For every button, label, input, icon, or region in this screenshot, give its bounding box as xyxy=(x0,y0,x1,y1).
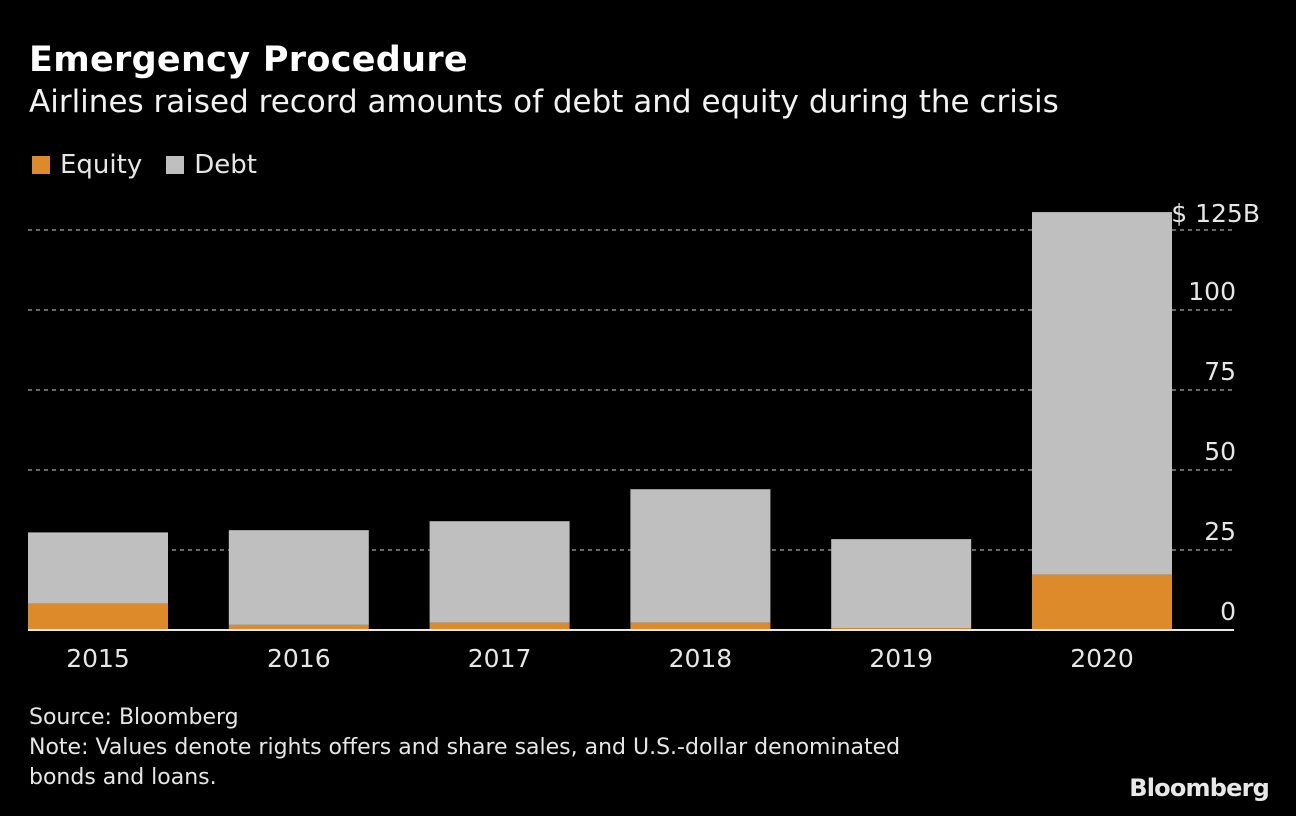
bar-debt-2017 xyxy=(429,521,570,623)
x-tick-label-2018: 2018 xyxy=(669,644,733,673)
legend-label-equity: Equity xyxy=(60,150,143,180)
bar-debt-2020 xyxy=(1032,212,1172,575)
chart-subtitle: Airlines raised record amounts of debt a… xyxy=(29,84,1059,120)
y-tick-label-25: 25 xyxy=(1204,517,1236,546)
legend: Equity Debt xyxy=(32,150,281,180)
bar-equity-2017 xyxy=(429,622,570,630)
legend-item-debt: Debt xyxy=(166,150,257,180)
x-tick-label-2017: 2017 xyxy=(468,644,532,673)
x-tick-label-2019: 2019 xyxy=(869,644,933,673)
methodology-note-line2: bonds and loans. xyxy=(29,765,217,790)
footer: Source: Bloomberg Note: Values denote ri… xyxy=(29,703,900,793)
legend-label-debt: Debt xyxy=(194,150,257,180)
bar-debt-2015 xyxy=(28,532,168,604)
y-tick-label-50: 50 xyxy=(1204,437,1236,466)
x-tick-label-2020: 2020 xyxy=(1070,644,1134,673)
bar-equity-2015 xyxy=(28,603,168,630)
bar-debt-2016 xyxy=(228,530,369,625)
x-tick-label-2016: 2016 xyxy=(267,644,331,673)
y-tick-label-125: $ 125B xyxy=(1171,199,1260,228)
legend-swatch-debt xyxy=(166,156,185,174)
x-tick-label-2015: 2015 xyxy=(66,644,130,673)
bar-equity-2020 xyxy=(1032,574,1172,630)
legend-swatch-equity xyxy=(32,156,50,174)
y-tick-label-100: 100 xyxy=(1188,277,1236,306)
bloomberg-logo: Bloomberg xyxy=(1129,774,1270,802)
bar-equity-2018 xyxy=(630,622,771,630)
y-tick-label-0: 0 xyxy=(1220,597,1236,626)
y-tick-label-75: 75 xyxy=(1204,357,1236,386)
source-note: Source: Bloomberg xyxy=(29,705,239,730)
bar-debt-2018 xyxy=(630,489,771,623)
bar-equity-2016 xyxy=(228,624,369,630)
chart-title: Emergency Procedure xyxy=(29,40,468,80)
methodology-note-line1: Note: Values denote rights offers and sh… xyxy=(29,735,901,760)
legend-item-equity: Equity xyxy=(32,150,142,180)
bar-debt-2019 xyxy=(831,539,972,629)
